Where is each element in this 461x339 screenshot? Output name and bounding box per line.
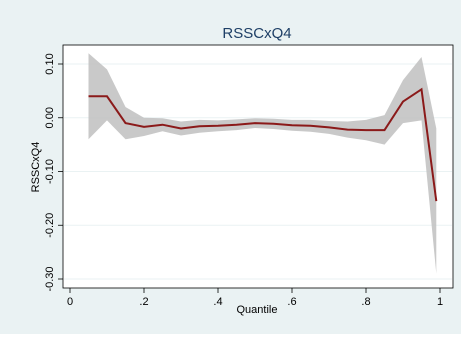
x-tick-label: .6 xyxy=(287,296,296,308)
y-tick-label: -0.30 xyxy=(44,266,56,291)
chart-title: RSSCxQ4 xyxy=(222,25,291,42)
y-axis-label: RSSCxQ4 xyxy=(30,142,42,193)
x-tick-label: .4 xyxy=(213,296,222,308)
x-axis-label: Quantile xyxy=(237,304,278,316)
y-tick-label: -0.20 xyxy=(44,213,56,238)
series-line xyxy=(88,87,438,202)
axes: 0 .2 .4 .6 .8 1 0.10 0.00 -0.10 -0.20 -0.30 xyxy=(44,53,443,308)
y-tick-label: -0.10 xyxy=(44,159,56,184)
plot-area xyxy=(62,44,454,289)
x-tick-label: 0 xyxy=(67,296,73,308)
y-tick-label: 0.00 xyxy=(44,107,56,128)
x-tick-label: 1 xyxy=(437,296,443,308)
x-tick-label: .2 xyxy=(139,296,148,308)
y-tick-label: 0.10 xyxy=(44,53,56,74)
x-tick-label: .8 xyxy=(361,296,370,308)
